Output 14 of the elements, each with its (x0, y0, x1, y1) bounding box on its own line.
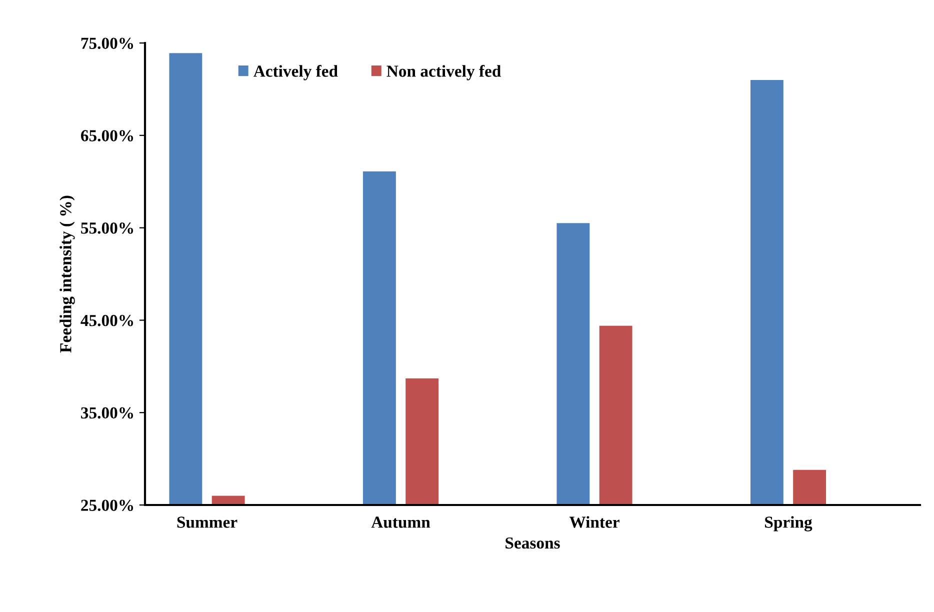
x-tick-label: Spring (765, 516, 812, 532)
y-tick-label: 55.00% (81, 222, 134, 234)
x-tick-label: Autumn (371, 516, 430, 528)
y-tick-label: 75.00% (81, 38, 134, 50)
y-tick-label: 65.00% (80, 130, 134, 142)
y-tick-label: 25.00% (81, 500, 134, 512)
legend-label: Actively fed (254, 64, 338, 80)
x-tick-label: Summer (177, 516, 238, 528)
x-tick-label: Winter (569, 516, 620, 528)
legend-label: Non actively fed (386, 64, 501, 80)
y-axis-title: Feeding intensity ( %) (60, 196, 75, 353)
y-tick-label: 45.00% (80, 314, 134, 326)
y-tick-label: 35.00% (81, 407, 134, 419)
x-axis-title: Seasons (506, 537, 560, 549)
